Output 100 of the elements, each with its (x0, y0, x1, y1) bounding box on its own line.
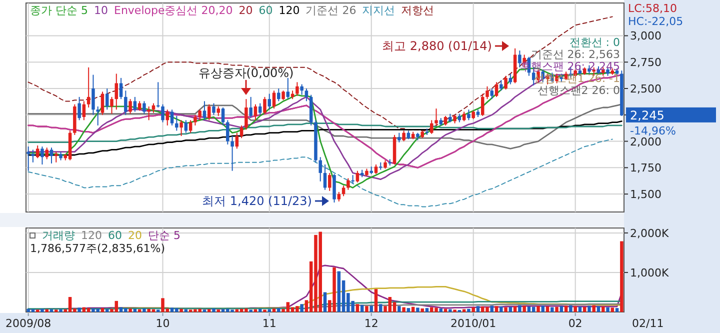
candlestick (258, 102, 262, 116)
x-tick-label: 2009/08 (5, 317, 52, 330)
bar (522, 306, 526, 312)
text: 20 (238, 4, 253, 17)
candlestick (272, 90, 276, 110)
bar (300, 304, 304, 312)
candlestick (226, 120, 230, 145)
bar (574, 306, 577, 312)
text: 단순 5 (148, 229, 180, 242)
candlestick (402, 130, 406, 142)
bar (588, 306, 591, 312)
bar (212, 308, 216, 312)
bar (596, 306, 600, 312)
candlestick (444, 115, 448, 126)
bar (560, 306, 564, 312)
bar (78, 308, 81, 312)
candlestick (235, 132, 239, 150)
bar (59, 309, 62, 312)
candlestick (286, 77, 290, 100)
bar (50, 309, 54, 312)
bar (379, 304, 382, 312)
bar (411, 306, 415, 312)
line-series (28, 138, 613, 208)
candlestick (518, 50, 522, 68)
bar (106, 309, 109, 312)
text: 120 (278, 4, 300, 17)
text: 120 (81, 229, 102, 242)
bar (555, 306, 558, 312)
bar (184, 309, 188, 312)
annotation: 최저 1,420 (11/23) (202, 194, 312, 208)
candlestick (207, 104, 211, 121)
bar (615, 308, 619, 312)
bar (500, 306, 503, 312)
candlestick (147, 106, 150, 121)
chart-title: 거래량 (42, 229, 75, 242)
bar (527, 306, 531, 312)
bar (180, 308, 183, 312)
y-tick-label: 1,000K (630, 266, 670, 280)
candlestick (100, 91, 104, 116)
candlestick (300, 84, 304, 96)
bar (546, 306, 550, 312)
bar (606, 307, 610, 312)
candlestick (124, 90, 128, 116)
bar (425, 308, 429, 312)
bar (416, 308, 420, 312)
annotation: 최고 2,880 (01/14) (382, 39, 492, 53)
bar (420, 308, 424, 312)
candlestick (180, 120, 183, 136)
bar (277, 308, 280, 312)
bar (356, 304, 360, 312)
bar (508, 306, 512, 312)
bar (138, 309, 142, 312)
text: 종가 단순 5 (30, 4, 88, 17)
candlestick (296, 82, 299, 96)
bar (365, 306, 368, 312)
candlestick (119, 77, 123, 100)
x-tick-label: 2010/01 (450, 317, 496, 330)
bar (504, 307, 508, 312)
bar (602, 306, 605, 312)
bar (518, 305, 522, 312)
bar (402, 307, 406, 312)
candlestick (486, 86, 489, 100)
candlestick (212, 102, 216, 116)
bar (448, 309, 452, 312)
candlestick (170, 109, 174, 126)
bar (370, 306, 373, 312)
bar (398, 306, 401, 312)
candlestick (346, 178, 350, 190)
candlestick (398, 132, 401, 143)
y-tick-label: 1,500 (630, 188, 662, 202)
bar (439, 308, 443, 312)
text: 지지선 (362, 4, 396, 17)
candlestick (36, 145, 40, 159)
y-tick-label: 2,750 (630, 56, 662, 70)
bar (472, 307, 475, 312)
bar (592, 305, 596, 312)
x-tick-label: 11 (262, 317, 276, 330)
bar (207, 309, 211, 312)
candlestick (40, 146, 44, 165)
bar (462, 309, 466, 312)
line-series (28, 300, 622, 310)
candlestick (221, 107, 225, 126)
bar (323, 292, 327, 312)
x-tick-label: 02 (568, 317, 582, 330)
candlestick (86, 66, 90, 108)
candlestick (430, 120, 434, 134)
bar (476, 306, 480, 312)
candlestick (244, 98, 248, 130)
bar (100, 308, 104, 312)
y-tick-label: 2,000 (630, 135, 662, 148)
candlestick (342, 185, 346, 197)
bar (532, 306, 536, 312)
candlestick (500, 80, 503, 92)
text: 10 (94, 4, 108, 17)
bar (45, 309, 48, 312)
bar (536, 306, 540, 312)
y-tick-label: 2,500 (630, 82, 662, 96)
candlestick (216, 106, 220, 116)
bar (374, 289, 378, 312)
bar (578, 306, 582, 312)
